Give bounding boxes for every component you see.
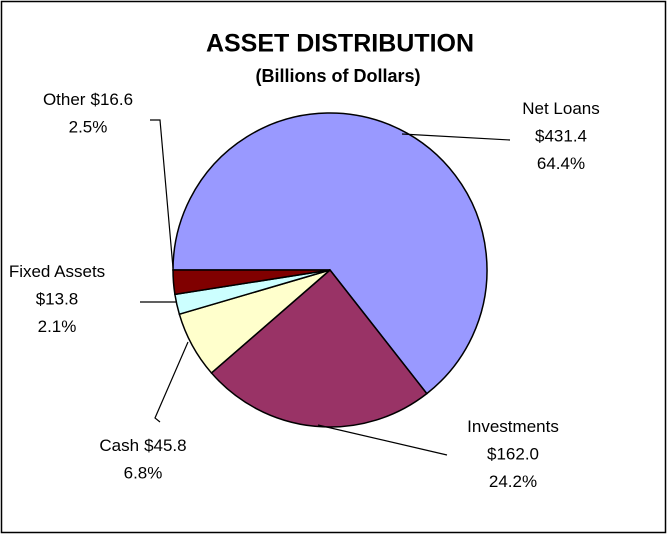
slice-label: Investments: [467, 417, 559, 436]
slice-name: Other: [43, 90, 86, 109]
slice-label: 64.4%: [537, 154, 585, 173]
slice-label: Net Loans: [522, 99, 600, 118]
slice-label: $162.0: [487, 445, 539, 464]
slice-label: Cash $45.8: [99, 436, 186, 455]
slice-label: $431.4: [535, 127, 587, 146]
slice-percent: 64.4%: [537, 154, 585, 173]
leader-line: [401, 133, 511, 141]
slice-label: 6.8%: [124, 464, 163, 483]
leader-line: [150, 119, 174, 269]
slice-value: $431.4: [535, 127, 587, 146]
chart-title: ASSET DISTRIBUTION: [206, 30, 474, 58]
slice-label: 2.1%: [38, 317, 77, 336]
slice-name: Fixed Assets: [9, 262, 105, 281]
slice-percent: 2.1%: [38, 317, 77, 336]
slice-name: Cash: [99, 436, 139, 455]
pie-slice: [172, 112, 488, 395]
slice-label: $13.8: [36, 290, 79, 309]
leader-line: [154, 341, 189, 423]
pie-slice: [210, 268, 428, 428]
pie-slice: [172, 269, 331, 296]
chart-subtitle: (Billions of Dollars): [255, 66, 420, 86]
slice-value: $45.8: [144, 436, 187, 455]
slice-label: 24.2%: [489, 472, 537, 491]
slice-name: Investments: [467, 417, 559, 436]
slice-label: Other $16.6: [43, 90, 133, 109]
slice-value: $162.0: [487, 445, 539, 464]
slice-percent: 6.8%: [124, 464, 163, 483]
slice-value: $16.6: [90, 90, 133, 109]
leader-line: [317, 424, 448, 456]
slice-label: Fixed Assets: [9, 262, 105, 281]
slice-value: $13.8: [36, 290, 79, 309]
slice-percent: 2.5%: [69, 118, 108, 137]
slice-percent: 24.2%: [489, 472, 537, 491]
slice-name: Net Loans: [522, 99, 600, 118]
slice-label: 2.5%: [69, 118, 108, 137]
